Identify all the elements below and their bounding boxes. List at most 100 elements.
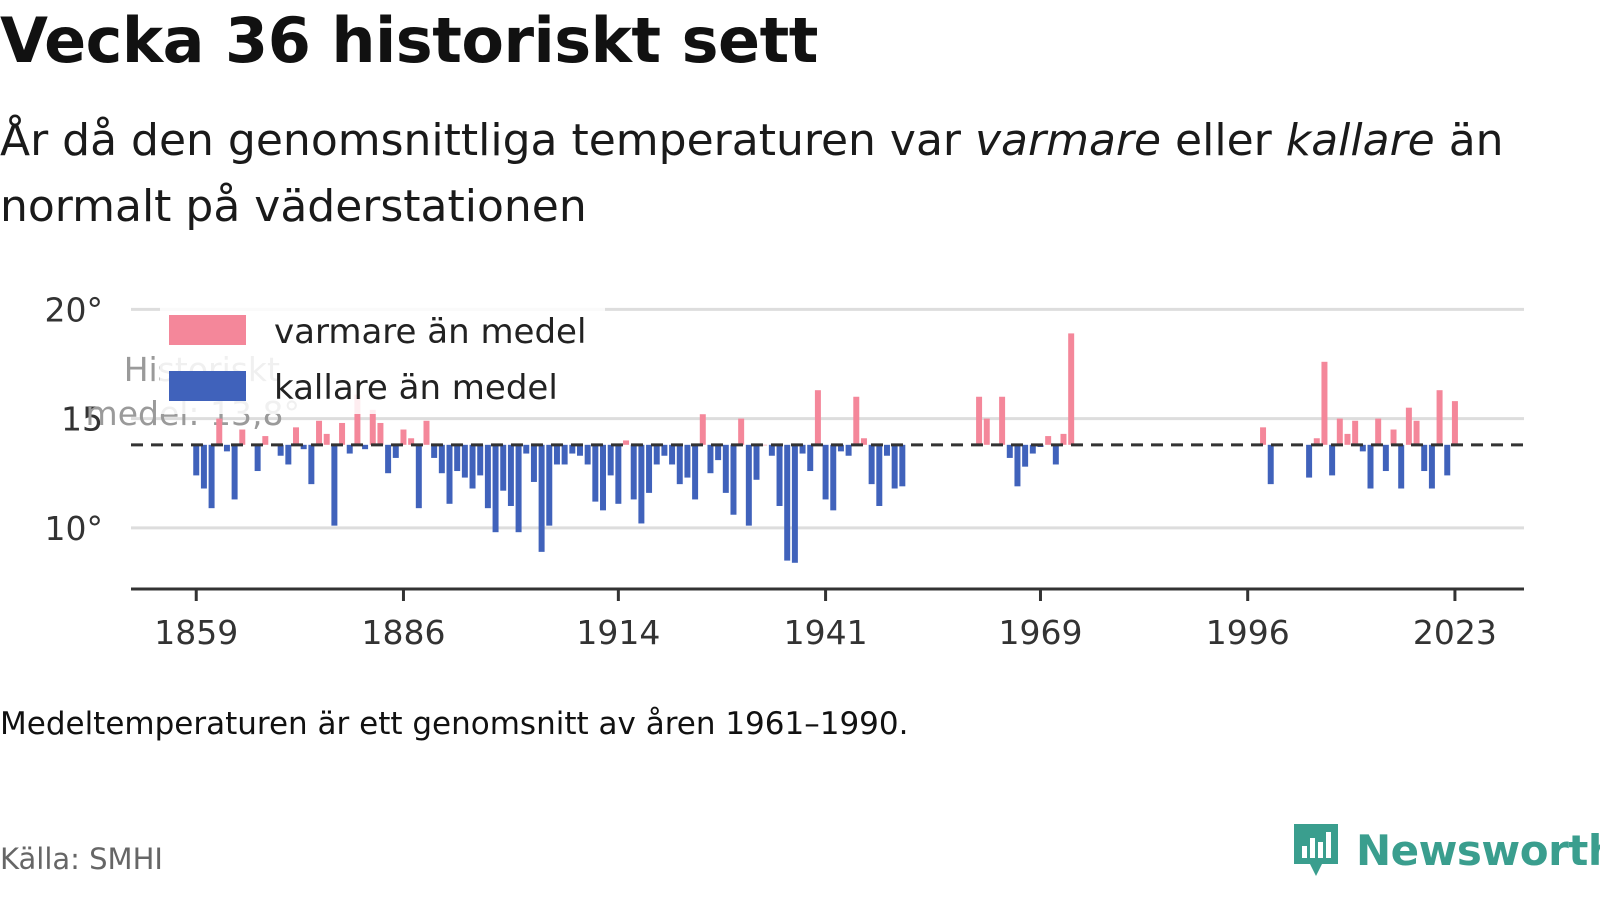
bar-warm bbox=[1321, 361, 1328, 445]
bar-warm bbox=[976, 396, 983, 445]
bar-cold bbox=[1014, 444, 1021, 487]
bar-cold bbox=[1382, 444, 1389, 472]
bar-cold bbox=[830, 444, 837, 511]
bar-cold bbox=[561, 444, 568, 465]
bar-cold bbox=[1052, 444, 1059, 465]
newsworthy-logo[interactable]: Newsworthy bbox=[1290, 820, 1600, 880]
bar-warm bbox=[1375, 418, 1382, 445]
bar-cold bbox=[569, 444, 576, 454]
bar-warm bbox=[1068, 333, 1075, 445]
bar-warm bbox=[354, 394, 361, 445]
x-tick-label: 2023 bbox=[1413, 613, 1497, 652]
bar-cold bbox=[676, 444, 683, 485]
bar-cold bbox=[346, 444, 353, 454]
bar-warm bbox=[1260, 427, 1267, 445]
bar-cold bbox=[837, 444, 844, 452]
bar-cold bbox=[1367, 444, 1374, 489]
y-tick-label: 20° bbox=[45, 290, 104, 329]
bar-cold bbox=[707, 444, 714, 474]
bar-cold bbox=[584, 444, 591, 465]
x-tick-label: 1859 bbox=[154, 613, 238, 652]
bar-cold bbox=[530, 444, 537, 482]
bar-cold bbox=[193, 444, 200, 476]
bar-warm bbox=[408, 438, 415, 445]
bar-cold bbox=[899, 444, 906, 487]
bar-cold bbox=[200, 444, 207, 489]
bar-warm bbox=[1336, 418, 1343, 445]
legend-label: kallare än medel bbox=[274, 368, 558, 408]
bar-cold bbox=[415, 444, 422, 509]
bar-warm bbox=[369, 409, 376, 445]
bar-cold bbox=[1029, 444, 1036, 454]
subtitle-text-mid: eller bbox=[1161, 115, 1286, 166]
bar-cold bbox=[469, 444, 476, 489]
bar-warm bbox=[738, 418, 745, 445]
bar-cold bbox=[868, 444, 875, 485]
bar-cold bbox=[807, 444, 814, 472]
chart-title: Vecka 36 historiskt sett bbox=[0, 4, 818, 77]
bar-cold bbox=[446, 444, 453, 504]
bar-warm bbox=[239, 429, 246, 445]
bar-warm bbox=[1436, 390, 1443, 445]
bar-warm bbox=[1313, 438, 1320, 445]
bar-cold bbox=[331, 444, 338, 526]
bar-warm bbox=[400, 429, 407, 445]
bar-cold bbox=[661, 444, 668, 456]
bar-warm bbox=[999, 396, 1006, 445]
y-tick-label: 15 bbox=[61, 400, 103, 439]
bar-cold bbox=[1421, 444, 1428, 472]
bar-cold bbox=[454, 444, 461, 472]
bar-warm bbox=[761, 444, 768, 446]
bar-cold bbox=[277, 444, 284, 456]
bar-cold bbox=[362, 444, 369, 450]
bar-cold bbox=[891, 444, 898, 489]
subtitle-cold-word: kallare bbox=[1285, 115, 1435, 166]
bar-cold bbox=[477, 444, 484, 476]
bar-cold bbox=[845, 444, 852, 456]
legend: varmare än medel kallare än medel bbox=[160, 302, 605, 414]
bar-cold bbox=[431, 444, 438, 458]
bar-cold bbox=[784, 444, 791, 561]
subtitle-warm-word: varmare bbox=[974, 115, 1162, 166]
subtitle-text-end: än normalt på väderstationen bbox=[0, 115, 1504, 232]
bar-cold bbox=[1006, 444, 1013, 458]
bar-warm bbox=[1405, 407, 1412, 445]
bar-cold bbox=[730, 444, 737, 515]
subtitle-text-start: År då den genomsnittliga temperaturen va… bbox=[0, 115, 975, 166]
bar-cold bbox=[1329, 444, 1336, 476]
bar-cold bbox=[484, 444, 491, 509]
bar-cold bbox=[392, 444, 399, 458]
footnote: Medeltemperaturen är ett genomsnitt av å… bbox=[0, 706, 909, 742]
bar-cold bbox=[615, 444, 622, 504]
x-tick-label: 1886 bbox=[361, 613, 445, 652]
legend-swatch bbox=[169, 315, 246, 345]
bar-cold bbox=[1359, 444, 1366, 452]
bar-cold bbox=[791, 444, 798, 563]
bar-cold bbox=[822, 444, 829, 500]
bar-warm bbox=[216, 418, 223, 445]
bar-warm bbox=[293, 427, 300, 445]
bar-warm bbox=[1352, 420, 1359, 445]
bar-cold bbox=[722, 444, 729, 493]
brand-name: Newsworthy bbox=[1356, 825, 1600, 875]
bar-cold bbox=[438, 444, 445, 474]
bar-cold bbox=[231, 444, 238, 500]
bar-warm bbox=[1390, 429, 1397, 445]
bar-cold bbox=[669, 444, 676, 465]
bar-cold bbox=[653, 444, 660, 465]
bar-warm bbox=[262, 436, 269, 445]
bar-warm bbox=[1060, 433, 1067, 445]
legend-swatch bbox=[169, 371, 246, 401]
bar-cold bbox=[208, 444, 215, 509]
bar-cold bbox=[308, 444, 315, 485]
bar-warm bbox=[623, 440, 630, 445]
y-tick-label: 10° bbox=[45, 509, 104, 548]
bar-cold bbox=[1022, 444, 1029, 467]
bar-cold bbox=[285, 444, 292, 465]
newsworthy-logo-icon bbox=[1294, 824, 1338, 876]
bar-warm bbox=[860, 438, 867, 445]
bar-cold bbox=[223, 444, 230, 452]
bar-cold bbox=[753, 444, 760, 480]
bar-cold bbox=[600, 444, 607, 511]
bar-cold bbox=[461, 444, 468, 478]
